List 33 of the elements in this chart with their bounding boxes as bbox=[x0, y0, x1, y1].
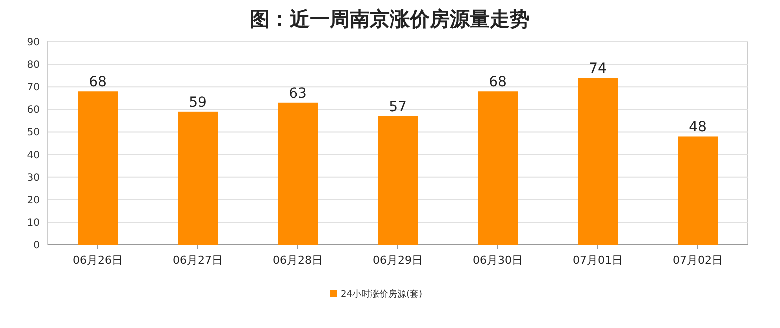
x-tick-label: 06月30日 bbox=[473, 254, 523, 267]
y-tick-label: 60 bbox=[27, 105, 40, 116]
bar bbox=[78, 92, 118, 245]
y-tick-label: 90 bbox=[27, 38, 40, 48]
y-tick-label: 10 bbox=[27, 218, 40, 229]
data-label: 57 bbox=[389, 99, 407, 116]
y-tick-label: 70 bbox=[27, 82, 40, 94]
y-tick-label: 40 bbox=[27, 150, 40, 162]
y-tick-label: 50 bbox=[27, 128, 40, 139]
data-label: 74 bbox=[589, 61, 607, 78]
x-tick-label: 06月27日 bbox=[173, 254, 223, 267]
x-tick-label: 06月29日 bbox=[373, 254, 423, 267]
bar bbox=[678, 136, 718, 245]
y-tick-label: 20 bbox=[27, 195, 40, 206]
bar bbox=[378, 116, 418, 245]
bar bbox=[178, 112, 218, 245]
chart-title: 图：近一周南京涨价房源量走势 bbox=[250, 7, 530, 31]
x-tick-label: 07月01日 bbox=[573, 254, 623, 267]
bar bbox=[578, 78, 618, 245]
y-tick-label: 0 bbox=[34, 240, 40, 252]
data-label: 48 bbox=[689, 120, 707, 136]
data-label: 63 bbox=[289, 86, 307, 102]
x-tick-label: 07月02日 bbox=[673, 254, 723, 267]
y-tick-label: 80 bbox=[27, 60, 40, 72]
legend-label: 24小时涨价房源(套) bbox=[341, 289, 422, 300]
data-label: 68 bbox=[489, 74, 507, 91]
data-label: 59 bbox=[189, 94, 207, 111]
x-tick-label: 06月26日 bbox=[73, 254, 123, 267]
y-tick-label: 30 bbox=[27, 172, 40, 184]
bar bbox=[278, 102, 318, 245]
x-tick-label: 06月28日 bbox=[273, 254, 323, 267]
bar bbox=[478, 92, 518, 245]
data-label: 68 bbox=[89, 74, 107, 91]
